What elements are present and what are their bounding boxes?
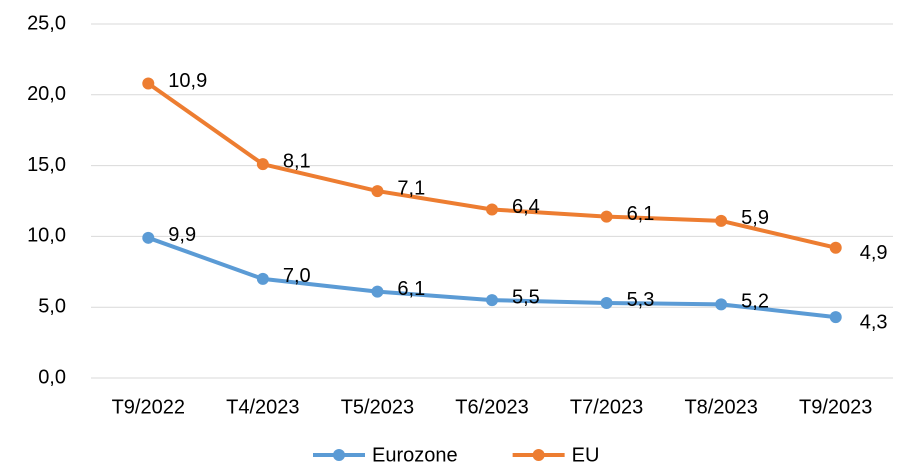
data-label: 5,3	[627, 289, 655, 311]
x-tick-label: T5/2023	[341, 396, 414, 418]
legend-marker	[333, 449, 345, 461]
data-label: 10,9	[168, 70, 207, 92]
data-point	[600, 210, 613, 223]
legend-label: EU	[572, 444, 600, 466]
y-tick-label: 15,0	[27, 154, 66, 176]
y-tick-label: 20,0	[27, 83, 66, 105]
legend-label: Eurozone	[372, 444, 458, 466]
data-label: 5,9	[741, 207, 769, 229]
data-point	[371, 185, 384, 198]
x-tick-label: T9/2023	[799, 396, 872, 418]
x-tick-label: T8/2023	[684, 396, 757, 418]
data-point	[371, 285, 384, 298]
data-label: 6,4	[512, 196, 540, 218]
data-point	[715, 214, 728, 227]
x-tick-label: T6/2023	[455, 396, 528, 418]
data-label: 6,1	[397, 278, 425, 300]
data-point	[256, 272, 269, 285]
data-point	[829, 241, 842, 254]
x-tick-label: T9/2022	[112, 396, 185, 418]
data-label: 5,5	[512, 286, 540, 308]
data-label: 7,1	[397, 177, 425, 199]
x-tick-label: T7/2023	[570, 396, 643, 418]
data-point	[486, 203, 498, 216]
data-point	[256, 158, 269, 171]
y-tick-label: 25,0	[27, 12, 66, 34]
data-point	[600, 296, 613, 309]
legend-marker	[532, 449, 545, 461]
y-tick-label: 10,0	[27, 225, 66, 247]
data-point	[142, 77, 155, 90]
y-tick-label: 5,0	[38, 295, 66, 317]
data-point	[142, 231, 155, 244]
data-label: 5,2	[741, 291, 769, 313]
x-tick-label: T4/2023	[226, 396, 299, 418]
data-label: 6,1	[627, 203, 655, 225]
data-label: 4,3	[860, 311, 888, 333]
data-point	[715, 298, 728, 311]
data-point	[829, 311, 842, 324]
y-tick-label: 0,0	[38, 366, 66, 388]
data-label: 9,9	[168, 224, 196, 246]
data-label: 8,1	[283, 150, 311, 172]
data-label: 7,0	[283, 265, 311, 287]
data-label: 4,9	[860, 242, 888, 264]
data-point	[486, 294, 498, 307]
